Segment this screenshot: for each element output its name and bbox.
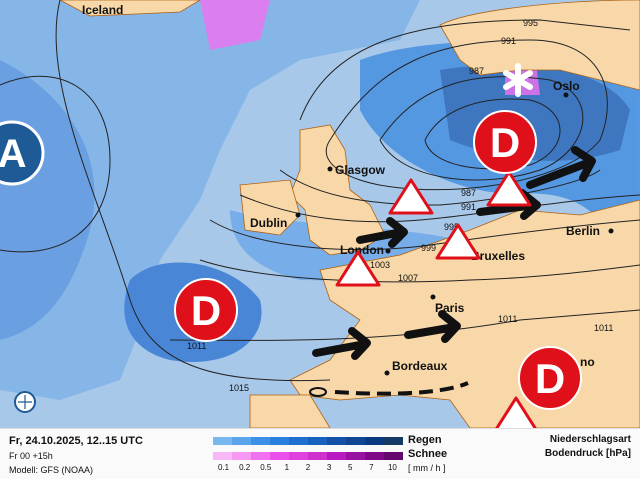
color-swatch	[213, 452, 232, 460]
globe-icon[interactable]	[14, 391, 36, 413]
svg-text:Dublin: Dublin	[250, 216, 287, 230]
svg-text:1007: 1007	[398, 273, 418, 283]
color-swatch	[384, 437, 403, 445]
wind-arrow-icon	[312, 327, 371, 360]
svg-text:Bruxelles: Bruxelles	[471, 249, 525, 263]
color-swatch	[251, 437, 270, 445]
svg-text:D: D	[535, 355, 565, 402]
scale-tick: 0.1	[217, 463, 230, 472]
wind-arrows	[312, 146, 596, 360]
svg-text:Berlin: Berlin	[566, 224, 600, 238]
svg-text:D: D	[490, 119, 520, 166]
svg-text:D: D	[191, 287, 221, 334]
scale-tick: 0.5	[260, 463, 272, 472]
svg-text:1011: 1011	[498, 314, 517, 324]
isobars	[0, 0, 640, 382]
wind-arrow-icon	[356, 217, 408, 248]
wind-arrow-icon	[404, 310, 461, 343]
model-name: Modell: GFS (NOAA)	[9, 465, 94, 475]
color-swatch	[365, 437, 384, 445]
low-pressure-d: D	[174, 278, 238, 342]
scale-tick: 3	[326, 463, 332, 472]
isobar-labels: 995 991 987 987 991 995 999 1003 1007 10…	[187, 18, 613, 393]
scale-ticks: 0.1 0.2 0.5 1 2 3 5 7 10	[213, 463, 403, 472]
rain-color-scale	[213, 437, 403, 445]
cold-front	[309, 381, 469, 397]
high-pressure-a: A	[0, 120, 45, 186]
svg-text:1015: 1015	[229, 383, 249, 393]
svg-text:Iceland: Iceland	[82, 3, 123, 17]
scale-tick: 2	[305, 463, 311, 472]
snow-icon	[503, 63, 533, 97]
scale-tick: 7	[369, 463, 374, 472]
svg-text:1011: 1011	[187, 341, 206, 351]
forecast-date: Fr, 24.10.2025, 12..15 UTC	[9, 435, 143, 447]
wind-warnings	[335, 170, 537, 428]
wind-arrow-icon	[526, 146, 596, 189]
type-title: Niederschlagsart	[549, 434, 631, 445]
color-swatch	[308, 452, 327, 460]
svg-text:1003: 1003	[370, 260, 390, 270]
weather-map: 995 991 987 987 991 995 999 1003 1007 10…	[0, 0, 640, 428]
color-swatch	[289, 437, 308, 445]
svg-text:Glasgow: Glasgow	[335, 163, 386, 177]
scale-tick: 1	[284, 463, 290, 472]
svg-text:995: 995	[523, 18, 538, 28]
svg-text:Oslo: Oslo	[553, 79, 580, 93]
scale-tick: 0.2	[239, 463, 251, 472]
color-swatch	[289, 452, 308, 460]
svg-text:987: 987	[469, 66, 484, 76]
color-swatch	[213, 437, 232, 445]
svg-text:991: 991	[501, 36, 516, 46]
legend: Fr, 24.10.2025, 12..15 UTC Fr 00 +15h Mo…	[0, 428, 640, 479]
snow-label: Schnee	[408, 448, 448, 460]
wind-warning-icon	[335, 250, 381, 287]
pressure-title: Bodendruck [hPa]	[544, 448, 631, 459]
color-swatch	[308, 437, 327, 445]
scale-tick: 10	[387, 463, 397, 472]
color-swatch	[384, 452, 403, 460]
color-swatch	[346, 437, 365, 445]
unit-label: [ mm / h ]	[408, 463, 446, 473]
svg-text:1011: 1011	[594, 323, 613, 333]
city-labels: Iceland Oslo Glasgow Dublin London Bruxe…	[82, 3, 614, 376]
svg-text:Bordeaux: Bordeaux	[392, 359, 448, 373]
low-pressure-d: D	[473, 110, 537, 174]
wind-warning-icon	[486, 170, 532, 207]
svg-text:999: 999	[421, 243, 436, 253]
color-swatch	[232, 452, 251, 460]
wind-warning-icon	[388, 178, 434, 215]
svg-text:A: A	[0, 132, 26, 176]
svg-text:no: no	[580, 355, 595, 369]
color-swatch	[365, 452, 384, 460]
color-swatch	[270, 437, 289, 445]
color-swatch	[346, 452, 365, 460]
rain-label: Regen	[408, 434, 442, 446]
wind-warning-icon	[495, 396, 537, 428]
svg-text:London: London	[340, 243, 384, 257]
color-swatch	[327, 437, 346, 445]
color-swatch	[270, 452, 289, 460]
low-pressure-d: D	[518, 346, 582, 410]
color-swatch	[251, 452, 270, 460]
svg-text:987: 987	[461, 188, 476, 198]
svg-text:991: 991	[461, 202, 476, 212]
color-swatch	[327, 452, 346, 460]
svg-text:995: 995	[444, 222, 459, 232]
color-swatch	[232, 437, 251, 445]
snow-color-scale	[213, 452, 403, 460]
wind-warning-icon	[435, 223, 481, 260]
scale-tick: 5	[347, 463, 353, 472]
forecast-run: Fr 00 +15h	[9, 451, 53, 461]
